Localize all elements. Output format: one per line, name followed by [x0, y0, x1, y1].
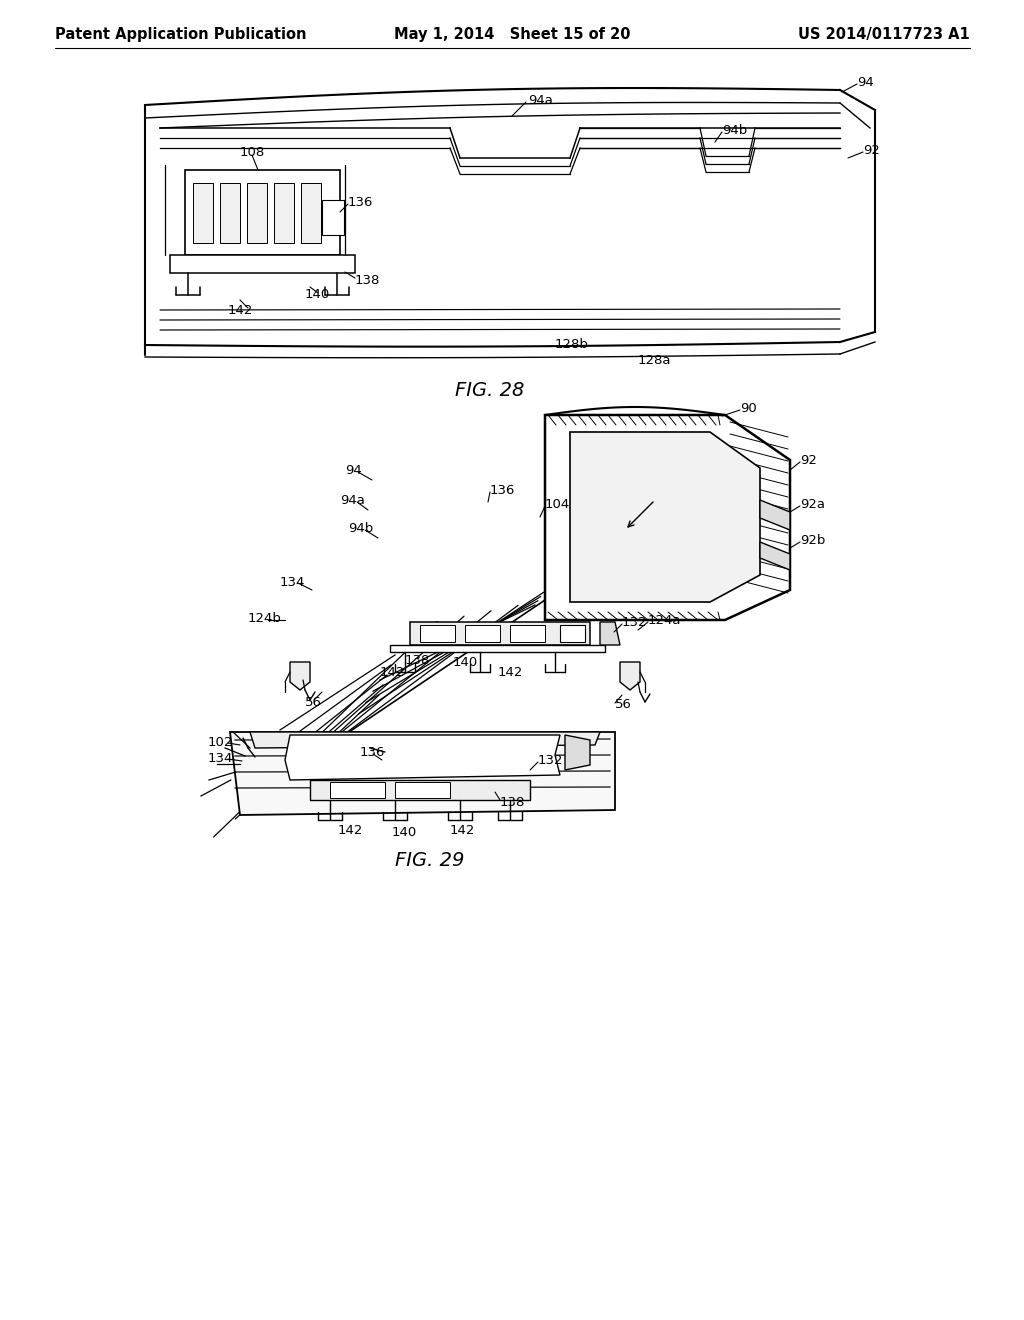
Text: 92: 92 [800, 454, 817, 466]
Text: 94: 94 [345, 463, 361, 477]
Polygon shape [410, 622, 590, 645]
Polygon shape [247, 183, 267, 243]
Polygon shape [322, 201, 344, 235]
Polygon shape [220, 183, 240, 243]
Text: 128b: 128b [555, 338, 589, 351]
Polygon shape [250, 733, 600, 748]
Text: FIG. 29: FIG. 29 [395, 850, 465, 870]
Polygon shape [545, 414, 790, 620]
Polygon shape [330, 781, 385, 799]
Text: 124a: 124a [648, 614, 682, 627]
Text: 140: 140 [305, 289, 331, 301]
Text: 90: 90 [740, 401, 757, 414]
Text: 92a: 92a [800, 498, 825, 511]
Polygon shape [565, 735, 590, 770]
Text: 134: 134 [280, 576, 305, 589]
Polygon shape [760, 500, 790, 531]
Polygon shape [560, 624, 585, 642]
Polygon shape [274, 183, 294, 243]
Polygon shape [170, 255, 355, 273]
Text: 138: 138 [500, 796, 525, 808]
Polygon shape [285, 735, 560, 780]
Text: 56: 56 [615, 698, 632, 711]
Polygon shape [760, 543, 790, 570]
Text: 94b: 94b [348, 521, 374, 535]
Text: 138: 138 [355, 273, 380, 286]
Text: 124b: 124b [248, 611, 282, 624]
Text: 94: 94 [857, 75, 873, 88]
Text: 102: 102 [208, 735, 233, 748]
Text: 92b: 92b [800, 533, 825, 546]
Text: 142: 142 [338, 824, 364, 837]
Text: FIG. 28: FIG. 28 [456, 380, 524, 400]
Polygon shape [395, 781, 450, 799]
Text: May 1, 2014   Sheet 15 of 20: May 1, 2014 Sheet 15 of 20 [394, 28, 630, 42]
Text: 142: 142 [450, 824, 475, 837]
Text: 104: 104 [545, 498, 570, 511]
Text: Patent Application Publication: Patent Application Publication [55, 28, 306, 42]
Polygon shape [390, 645, 605, 652]
Text: 142: 142 [380, 665, 406, 678]
Text: 92: 92 [863, 144, 880, 157]
Text: 132: 132 [538, 754, 563, 767]
Polygon shape [465, 624, 500, 642]
Polygon shape [600, 622, 620, 645]
Polygon shape [185, 170, 340, 255]
Polygon shape [230, 733, 615, 814]
Text: 136: 136 [360, 746, 385, 759]
Polygon shape [310, 780, 530, 800]
Polygon shape [510, 624, 545, 642]
Text: 142: 142 [498, 665, 523, 678]
Text: US 2014/0117723 A1: US 2014/0117723 A1 [799, 28, 970, 42]
Text: 136: 136 [490, 483, 515, 496]
Polygon shape [620, 663, 640, 690]
Polygon shape [290, 663, 310, 690]
Polygon shape [420, 624, 455, 642]
Text: 138: 138 [406, 653, 430, 667]
Text: 108: 108 [240, 145, 265, 158]
Text: 140: 140 [392, 826, 417, 840]
Polygon shape [570, 432, 760, 602]
Text: 128a: 128a [638, 354, 672, 367]
Text: 134: 134 [208, 751, 233, 764]
Text: 136: 136 [348, 195, 374, 209]
Polygon shape [301, 183, 321, 243]
Text: 94a: 94a [340, 494, 365, 507]
Text: 94b: 94b [722, 124, 748, 136]
Text: 142: 142 [228, 304, 253, 317]
Text: 132: 132 [622, 615, 647, 628]
Text: 56: 56 [305, 696, 322, 709]
Polygon shape [193, 183, 213, 243]
Text: 140: 140 [453, 656, 478, 668]
Text: 94a: 94a [528, 94, 553, 107]
